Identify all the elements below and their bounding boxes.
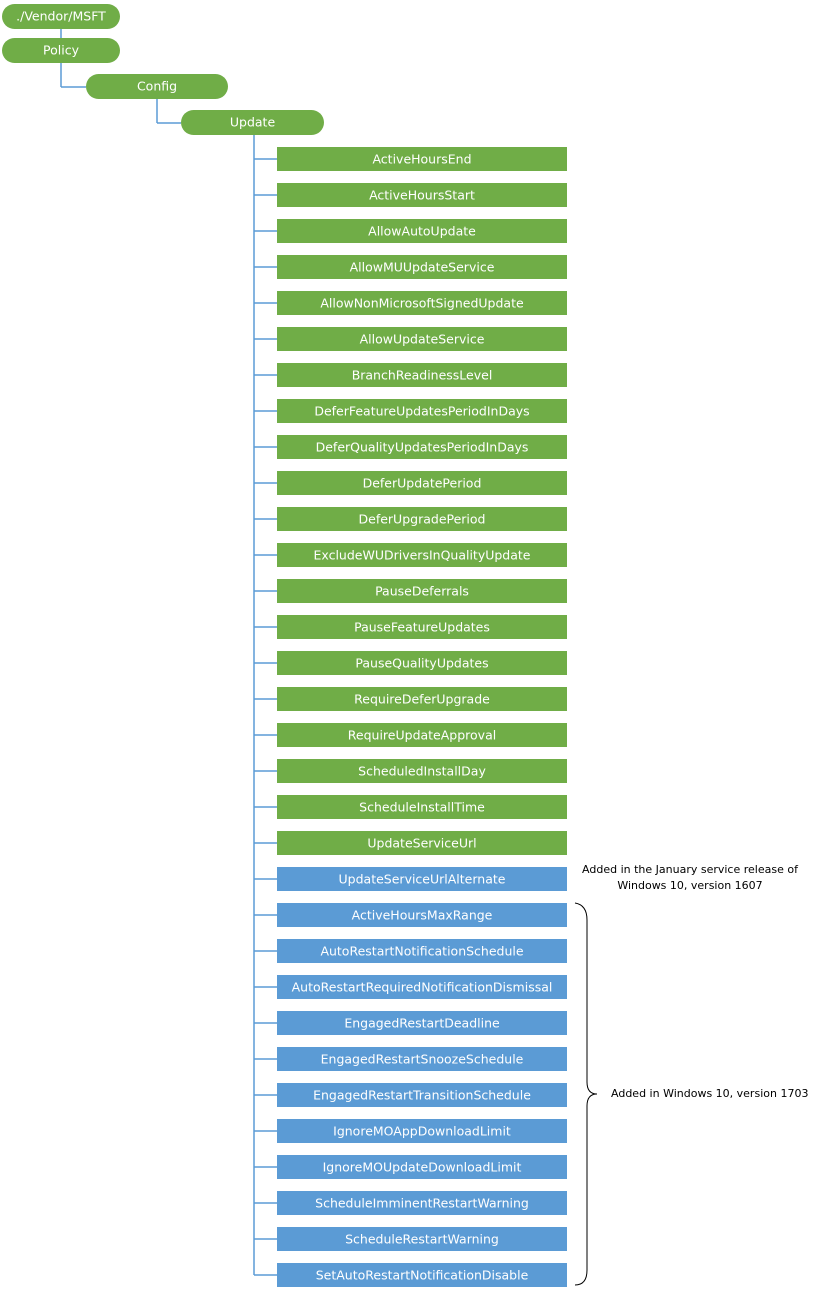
tree-node xyxy=(2,4,120,29)
leaf-node-label: ScheduleRestartWarning xyxy=(345,1232,499,1247)
leaf-node-label: DeferFeatureUpdatesPeriodInDays xyxy=(314,404,529,419)
leaf-node-label: RequireUpdateApproval xyxy=(348,728,496,743)
nodes: ./Vendor/MSFT Policy Config Update ActiveHou… xyxy=(2,4,567,1287)
leaf-node-label: PauseDeferrals xyxy=(375,584,469,599)
leaf-node-label: PauseFeatureUpdates xyxy=(354,620,490,635)
tree-node-label: ./Vendor/MSFT xyxy=(16,9,106,24)
leaf-node xyxy=(277,471,567,495)
leaf-node-label: AllowMUUpdateService xyxy=(350,260,495,275)
tree-node-label: Config xyxy=(137,79,177,94)
tree-node-label: Policy xyxy=(43,43,80,58)
leaf-node-label: ScheduledInstallDay xyxy=(358,764,486,779)
leaf-node xyxy=(277,579,567,603)
leaf-node-label: ActiveHoursEnd xyxy=(372,152,471,167)
tree-node-label: Update xyxy=(230,115,276,130)
leaf-node xyxy=(277,1047,567,1071)
leaf-node xyxy=(277,615,567,639)
leaf-node xyxy=(277,687,567,711)
leaf-node xyxy=(277,183,567,207)
leaf-node xyxy=(277,723,567,747)
leaf-node-label: ExcludeWUDriversInQualityUpdate xyxy=(314,548,531,563)
leaf-node-label: AllowUpdateService xyxy=(360,332,485,347)
leaf-node xyxy=(277,1083,567,1107)
leaf-node-label: AllowAutoUpdate xyxy=(368,224,476,239)
leaf-node-label: EngagedRestartTransitionSchedule xyxy=(313,1088,531,1103)
leaf-node xyxy=(277,543,567,567)
leaf-node-label: RequireDeferUpgrade xyxy=(354,692,490,707)
leaf-node xyxy=(277,399,567,423)
leaf-node xyxy=(277,939,567,963)
leaf-node xyxy=(277,903,567,927)
leaf-node xyxy=(277,1191,567,1215)
leaf-node xyxy=(277,1155,567,1179)
leaf-node-label: DeferUpdatePeriod xyxy=(363,476,482,491)
leaf-node-label: ScheduleInstallTime xyxy=(359,800,485,815)
tree-node xyxy=(86,74,228,99)
leaf-node-label: BranchReadinessLevel xyxy=(352,368,493,383)
leaf-node-label: IgnoreMOUpdateDownloadLimit xyxy=(323,1160,522,1175)
leaf-node xyxy=(277,363,567,387)
leaf-node xyxy=(277,291,567,315)
leaf-node xyxy=(277,1011,567,1035)
annotation: Windows 10, version 1607 xyxy=(617,879,762,892)
leaf-node-label: UpdateServiceUrl xyxy=(367,836,476,851)
leaf-node xyxy=(277,147,567,171)
leaf-node xyxy=(277,327,567,351)
leaf-node-label: DeferQualityUpdatesPeriodInDays xyxy=(316,440,529,455)
leaf-node-label: AllowNonMicrosoftSignedUpdate xyxy=(320,296,524,311)
leaf-node xyxy=(277,1119,567,1143)
leaf-node xyxy=(277,1263,567,1287)
leaf-node xyxy=(277,219,567,243)
leaf-node-label: DeferUpgradePeriod xyxy=(359,512,486,527)
leaf-node-label: SetAutoRestartNotificationDisable xyxy=(316,1268,529,1283)
leaf-node-label: ActiveHoursMaxRange xyxy=(352,908,493,923)
tree-node xyxy=(181,110,324,135)
annotation: Added in the January service release of xyxy=(582,863,799,876)
connectors xyxy=(60,29,277,1276)
leaf-node xyxy=(277,435,567,459)
leaf-node-label: PauseQualityUpdates xyxy=(355,656,488,671)
leaf-node-label: EngagedRestartSnoozeSchedule xyxy=(321,1052,524,1067)
leaf-node xyxy=(277,651,567,675)
leaf-node xyxy=(277,759,567,783)
leaf-node-label: IgnoreMOAppDownloadLimit xyxy=(333,1124,511,1139)
leaf-node-label: EngagedRestartDeadline xyxy=(344,1016,500,1031)
leaf-node xyxy=(277,1227,567,1251)
leaf-node-label: AutoRestartNotificationSchedule xyxy=(320,944,523,959)
leaf-node xyxy=(277,831,567,855)
leaf-node-label: ActiveHoursStart xyxy=(369,188,475,203)
annotation: Added in Windows 10, version 1703 xyxy=(611,1087,808,1100)
leaf-node xyxy=(277,255,567,279)
bracket xyxy=(574,902,598,1286)
leaf-node xyxy=(277,795,567,819)
leaf-node xyxy=(277,975,567,999)
leaf-node xyxy=(277,867,567,891)
leaf-node-label: AutoRestartRequiredNotificationDismissal xyxy=(292,980,553,995)
leaf-node-label: ScheduleImminentRestartWarning xyxy=(315,1196,529,1211)
leaf-node-label: UpdateServiceUrlAlternate xyxy=(339,872,506,887)
leaf-node xyxy=(277,507,567,531)
tree-node xyxy=(2,38,120,63)
